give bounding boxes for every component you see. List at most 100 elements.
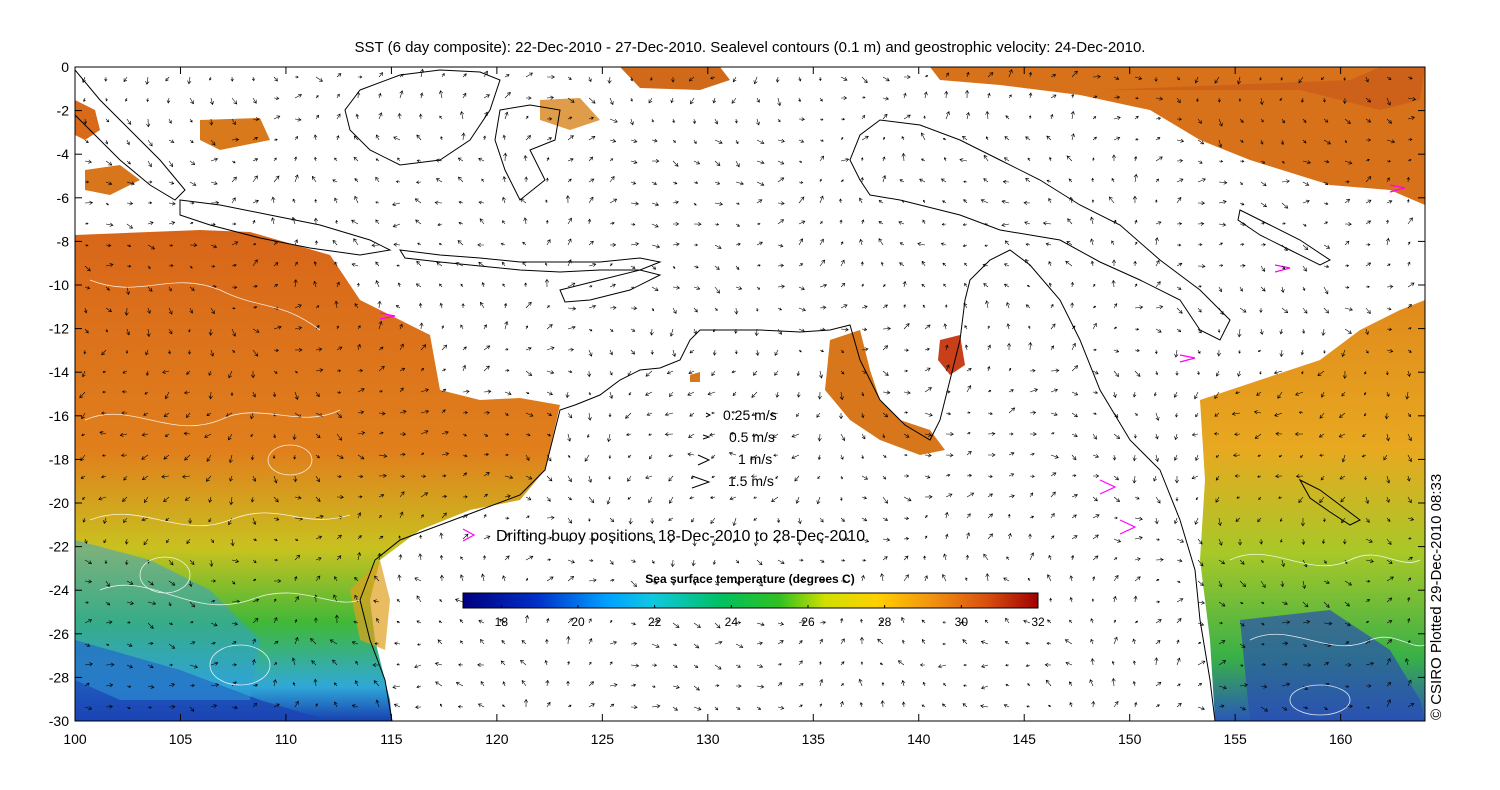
velocity-arrow (205, 475, 212, 482)
velocity-arrow (377, 300, 382, 309)
velocity-arrow (688, 370, 695, 375)
velocity-arrow (1111, 660, 1115, 666)
velocity-arrow (819, 538, 823, 544)
x-tick-label: 145 (1013, 731, 1037, 747)
velocity-arrow (252, 598, 260, 603)
velocity-arrow (1007, 532, 1012, 540)
velocity-arrow (105, 662, 115, 667)
velocity-arrow (525, 135, 532, 141)
velocity-arrow (1259, 307, 1263, 313)
velocity-arrow (398, 535, 401, 540)
velocity-arrow (1320, 76, 1325, 80)
velocity-arrow (1112, 595, 1117, 603)
velocity-arrow (546, 137, 553, 141)
velocity-arrow (899, 262, 905, 267)
velocity-arrow (232, 222, 237, 226)
velocity-arrow (459, 619, 464, 624)
velocity-arrow (756, 139, 765, 144)
x-tick-label: 100 (63, 731, 87, 747)
velocity-arrow (756, 641, 763, 646)
velocity-arrow (944, 511, 949, 519)
velocity-arrow (228, 454, 233, 464)
velocity-arrow (858, 678, 863, 687)
velocity-arrow (1260, 202, 1267, 208)
velocity-arrow (1155, 619, 1162, 624)
velocity-arrow (566, 635, 571, 645)
velocity-arrow (210, 704, 218, 709)
velocity-arrow (672, 684, 680, 689)
velocity-arrow (441, 430, 449, 435)
velocity-arrow (392, 223, 401, 228)
velocity-arrow (754, 538, 759, 547)
velocity-arrow (1042, 221, 1052, 226)
velocity-arrow (375, 699, 380, 708)
velocity-arrow (945, 364, 950, 372)
velocity-arrow (943, 682, 947, 687)
velocity-arrow (420, 514, 424, 519)
velocity-arrow (1197, 160, 1203, 164)
velocity-arrow (609, 158, 614, 162)
velocity-arrow (378, 390, 383, 393)
velocity-arrow (609, 242, 617, 247)
velocity-arrow (1281, 265, 1286, 270)
velocity-arrow (439, 302, 444, 309)
velocity-arrow (649, 328, 654, 336)
velocity-arrow (1300, 517, 1305, 527)
velocity-arrow (840, 475, 843, 480)
velocity-arrow (937, 664, 947, 669)
velocity-arrow (987, 474, 993, 478)
velocity-arrow (273, 370, 278, 374)
velocity-arrow (797, 538, 802, 546)
velocity-arrow (252, 199, 259, 204)
velocity-arrow (252, 683, 259, 688)
velocity-arrow (355, 660, 359, 666)
velocity-arrow (689, 496, 695, 500)
velocity-arrow (819, 259, 826, 267)
velocity-arrow (777, 118, 781, 123)
velocity-arrow (628, 517, 633, 525)
velocity-arrow (523, 698, 529, 708)
velocity-arrow (630, 349, 635, 355)
velocity-arrow (210, 139, 216, 146)
velocity-arrow (1197, 307, 1202, 313)
velocity-arrow (1323, 221, 1329, 225)
velocity-arrow (735, 202, 740, 205)
velocity-arrow (1279, 328, 1284, 335)
velocity-arrow (399, 410, 407, 415)
velocity-arrow (83, 307, 88, 314)
velocity-arrow (1344, 198, 1351, 204)
velocity-arrow (315, 535, 323, 540)
velocity-arrow (84, 222, 89, 225)
velocity-arrow (1406, 199, 1410, 204)
velocity-arrow (334, 197, 338, 204)
velocity-arrow (371, 243, 380, 248)
velocity-arrow (1176, 138, 1185, 143)
velocity-arrow (1071, 365, 1079, 372)
velocity-arrow (483, 493, 488, 498)
velocity-arrow (963, 663, 968, 667)
velocity-arrow (1173, 391, 1178, 398)
velocity-arrow (1406, 475, 1411, 482)
velocity-arrow (1154, 76, 1158, 82)
velocity-arrow (252, 97, 257, 104)
velocity-arrow (1386, 97, 1391, 106)
velocity-arrow (1027, 577, 1031, 582)
velocity-arrow (987, 390, 992, 393)
velocity-arrow (399, 432, 407, 437)
velocity-arrow (609, 538, 613, 545)
velocity-arrow (819, 221, 823, 225)
velocity-arrow (588, 703, 595, 708)
velocity-arrow (693, 160, 701, 165)
velocity-arrow (608, 413, 612, 418)
velocity-arrow (750, 454, 758, 460)
velocity-arrow (1092, 95, 1098, 99)
velocity-arrow (1273, 370, 1283, 375)
velocity-arrow (252, 349, 259, 357)
velocity-arrow (1008, 367, 1012, 372)
velocity-arrow (84, 682, 90, 687)
velocity-arrow (609, 97, 614, 106)
velocity-arrow (357, 431, 366, 436)
velocity-arrow (1153, 391, 1157, 397)
velocity-arrow (1386, 263, 1391, 267)
velocity-arrow (861, 96, 866, 99)
